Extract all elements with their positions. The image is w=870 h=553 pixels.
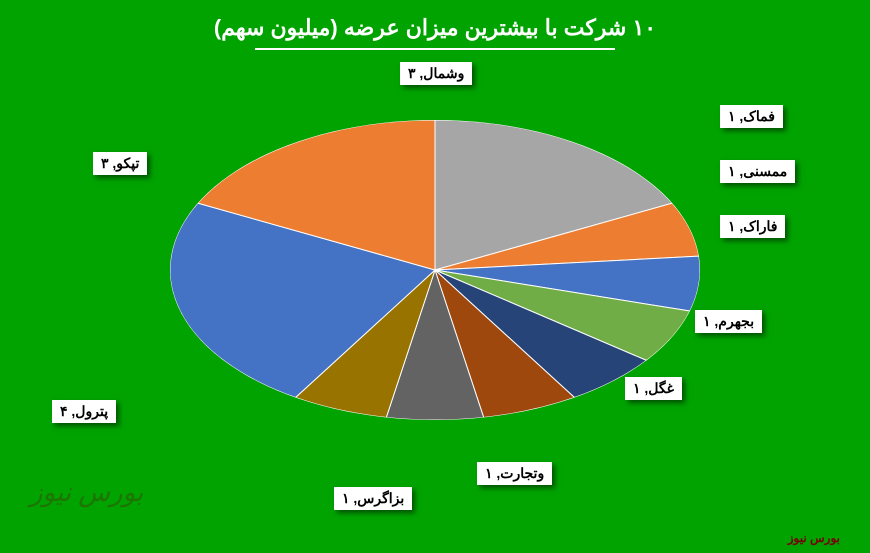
label-bejahrom: بجهرم, ۱ [695, 310, 762, 333]
watermark-right-text: بورس نیوز [788, 531, 840, 545]
label-ghogol: غگل, ۱ [625, 377, 682, 400]
label-vshemal: وشمال, ۳ [400, 62, 472, 85]
pie-chart [110, 70, 760, 500]
pie-top [170, 120, 700, 420]
label-momaseni: ممسنی, ۱ [720, 160, 795, 183]
label-bzagros: بزاگرس, ۱ [334, 487, 412, 510]
label-farak: فاراک, ۱ [720, 215, 785, 238]
chart-title: ۱۰ شرکت با بیشترین میزان عرضه (میلیون سه… [0, 15, 870, 41]
label-petrol: پترول, ۴ [52, 400, 116, 423]
slice-side-farak [646, 401, 689, 440]
pie-3d-body [170, 120, 700, 440]
label-fmaak: فماک, ۱ [720, 105, 783, 128]
watermark-left-logo: بورس نیوز [30, 477, 143, 508]
label-vtejarat: وتجارت, ۱ [477, 462, 552, 485]
slice-side-momaseni [690, 360, 700, 439]
label-tapiko: تپکو, ۳ [93, 152, 147, 175]
title-underline [255, 48, 615, 50]
